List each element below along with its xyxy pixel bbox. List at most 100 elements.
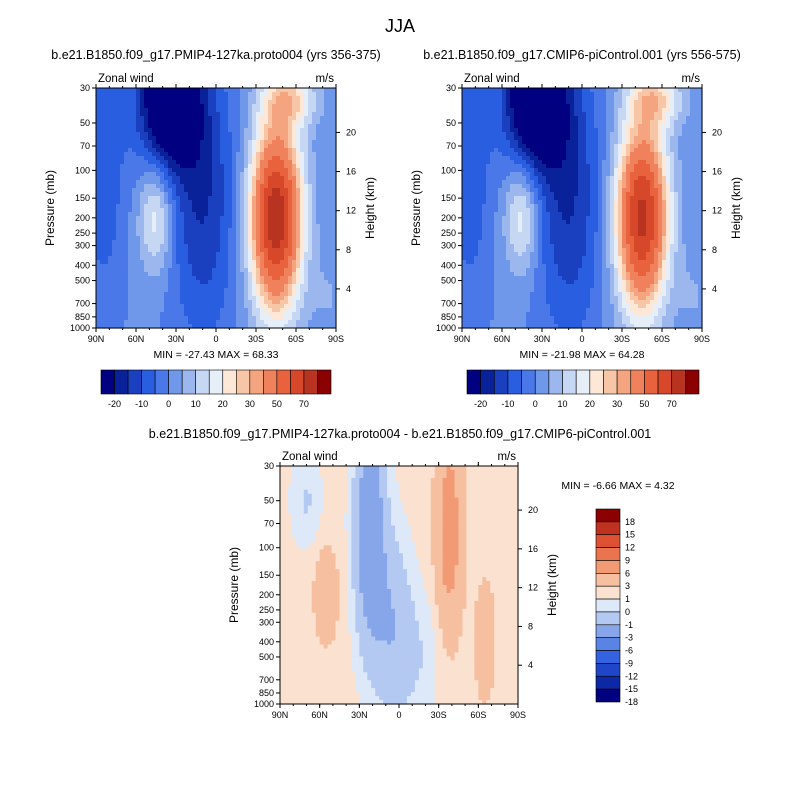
field-cell: [108, 96, 113, 101]
field-cell: [296, 172, 301, 177]
field-cell: [152, 288, 157, 293]
field-cell: [120, 224, 125, 229]
field-cell: [510, 160, 515, 165]
field-cell: [152, 92, 157, 97]
field-cell: [284, 116, 289, 121]
field-cell: [180, 172, 185, 177]
field-cell: [292, 96, 297, 101]
field-cell: [116, 292, 121, 297]
field-cell: [108, 228, 113, 233]
field-cell: [248, 148, 253, 153]
field-cell: [296, 224, 301, 229]
field-cell: [506, 140, 511, 145]
field-cell: [104, 300, 109, 305]
field-cell: [212, 116, 217, 121]
field-cell: [152, 268, 157, 273]
field-cell: [622, 144, 627, 149]
field-cell: [292, 156, 297, 161]
field-cell: [466, 124, 471, 129]
field-cell: [268, 260, 273, 265]
field-cell: [212, 168, 217, 173]
field-cell: [204, 252, 209, 257]
field-cell: [136, 272, 141, 277]
field-cell: [232, 156, 237, 161]
field-cell: [320, 128, 325, 133]
field-cell: [184, 116, 189, 121]
field-cell: [272, 132, 277, 137]
field-cell: [216, 236, 221, 241]
field-cell: [204, 232, 209, 237]
field-cell: [578, 148, 583, 153]
field-cell: [288, 272, 293, 277]
field-cell: [256, 100, 261, 105]
field-cell: [328, 228, 333, 233]
field-cell: [244, 296, 249, 301]
field-cell: [316, 232, 321, 237]
field-cell: [168, 148, 173, 153]
field-cell: [204, 112, 209, 117]
field-cell: [482, 168, 487, 173]
field-cell: [108, 204, 113, 209]
field-cell: [224, 88, 229, 93]
field-cell: [466, 100, 471, 105]
field-cell: [248, 212, 253, 217]
field-cell: [172, 284, 177, 289]
field-cell: [582, 96, 587, 101]
field-cell: [192, 260, 197, 265]
field-cell: [176, 148, 181, 153]
field-cell: [292, 192, 297, 197]
field-cell: [160, 312, 165, 317]
field-cell: [100, 144, 105, 149]
field-cell: [264, 92, 269, 97]
field-cell: [502, 168, 507, 173]
field-cell: [180, 216, 185, 221]
field-cell: [272, 232, 277, 237]
field-cell: [594, 140, 599, 145]
field-cell: [666, 108, 671, 113]
field-cell: [196, 156, 201, 161]
field-cell: [216, 140, 221, 145]
field-cell: [264, 156, 269, 161]
field-cell: [642, 168, 647, 173]
field-cell: [296, 104, 301, 109]
field-cell: [538, 96, 543, 101]
field-cell: [320, 144, 325, 149]
field-cell: [176, 256, 181, 261]
field-cell: [112, 200, 117, 205]
field-cell: [260, 112, 265, 117]
field-cell: [204, 144, 209, 149]
field-cell: [280, 92, 285, 97]
field-cell: [228, 164, 233, 169]
field-cell: [538, 164, 543, 169]
field-cell: [534, 116, 539, 121]
field-cell: [144, 312, 149, 317]
field-cell: [276, 100, 281, 105]
field-cell: [324, 200, 329, 205]
field-cell: [526, 112, 531, 117]
field-cell: [268, 168, 273, 173]
field-cell: [514, 160, 519, 165]
field-cell: [272, 156, 277, 161]
field-cell: [188, 160, 193, 165]
field-cell: [682, 148, 687, 153]
field-cell: [216, 148, 221, 153]
field-cell: [626, 124, 631, 129]
field-cell: [148, 116, 153, 121]
field-cell: [212, 164, 217, 169]
field-cell: [610, 160, 615, 165]
field-cell: [164, 280, 169, 285]
field-cell: [120, 156, 125, 161]
field-cell: [586, 164, 591, 169]
field-cell: [260, 256, 265, 261]
field-cell: [100, 148, 105, 153]
field-cell: [498, 124, 503, 129]
field-cell: [116, 180, 121, 185]
field-cell: [112, 168, 117, 173]
field-cell: [112, 288, 117, 293]
field-cell: [296, 188, 301, 193]
field-cell: [522, 100, 527, 105]
field-cell: [168, 252, 173, 257]
y-tick-label: 500: [75, 276, 90, 286]
field-cell: [614, 156, 619, 161]
field-cell: [594, 124, 599, 129]
